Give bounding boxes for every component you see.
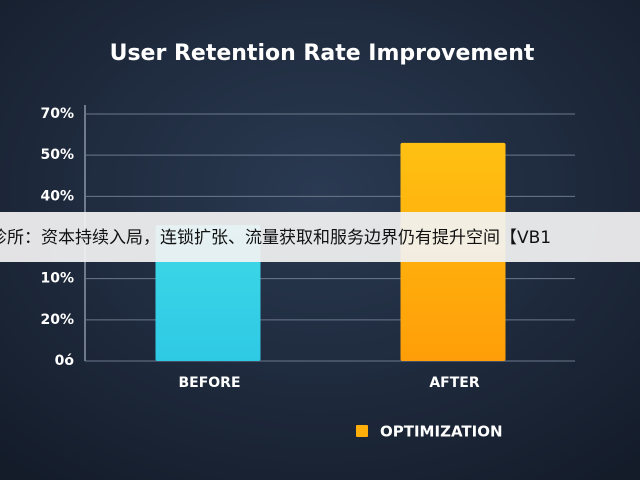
y-tick-label: 40% bbox=[40, 188, 74, 204]
legend-label: OPTIMIZATION bbox=[380, 423, 503, 441]
legend-swatch bbox=[356, 425, 368, 437]
chart-title: User Retention Rate Improvement bbox=[110, 41, 535, 66]
y-tick-label: 20% bbox=[40, 312, 74, 328]
overlay-banner-text: 诊所：资本持续入局，连锁扩张、流量获取和服务边界仍有提升空间【VB1 bbox=[0, 228, 551, 248]
x-tick-label: AFTER bbox=[429, 375, 480, 391]
y-tick-label: 70% bbox=[40, 106, 74, 122]
overlay-banner bbox=[0, 212, 640, 262]
x-tick-label: BEFORE bbox=[178, 375, 240, 391]
y-tick-label: 0ό bbox=[55, 353, 75, 369]
y-tick-label: 50% bbox=[40, 147, 74, 163]
y-tick-label: 10% bbox=[40, 271, 74, 287]
